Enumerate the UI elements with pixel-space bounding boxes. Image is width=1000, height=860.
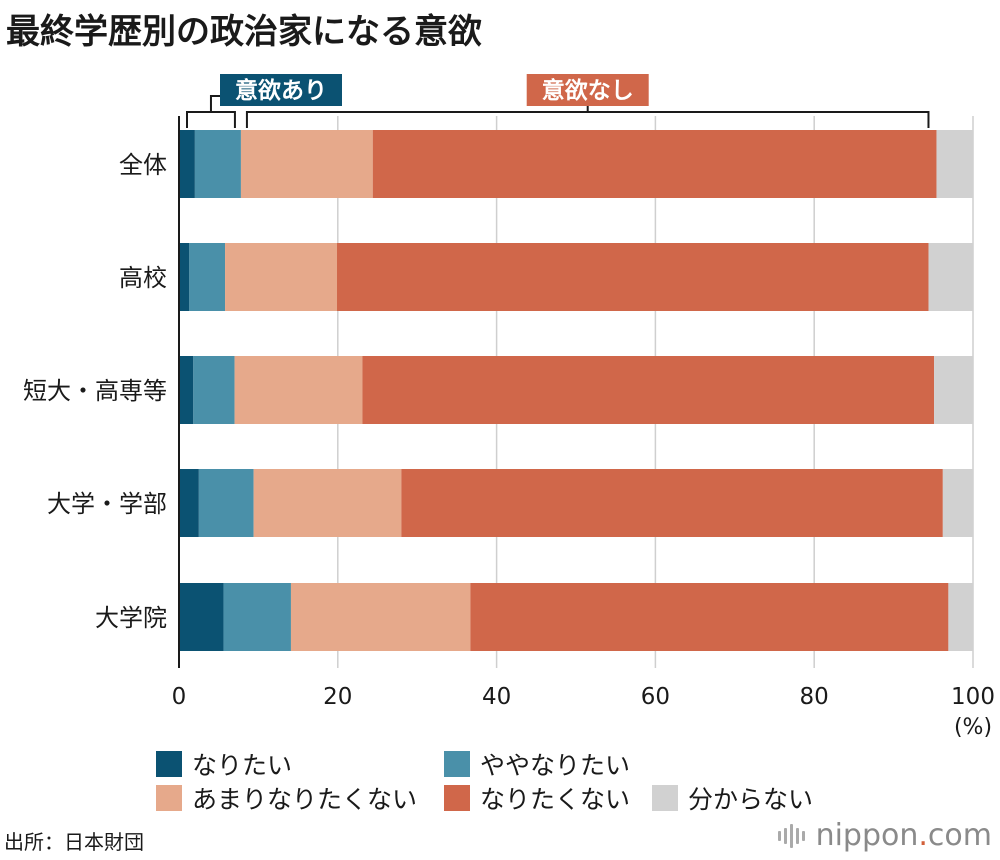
bar-dont-know-2 [934,356,973,424]
bar-dont-know-4 [948,583,973,651]
bar-dont-know-1 [928,243,973,311]
bar-want-2 [179,356,194,424]
x-tick-label-80: 80 [800,684,829,710]
category-label-3: 大学・学部 [47,490,167,518]
bar-want-0 [179,130,195,198]
bar-rather-not-1 [225,243,338,311]
logo-text-suffix: com [927,818,992,853]
x-tick-label-0: 0 [172,684,187,710]
tag-yes-label: 意欲あり [235,77,327,104]
bracket-yes [186,95,236,128]
chart-title: 最終学歴別の政治家になる意欲 [6,12,482,52]
category-label-2: 短大・高専等 [23,377,167,405]
x-tick-label-40: 40 [482,684,511,710]
category-label-4: 大学院 [95,604,167,632]
bar-not-want-3 [401,469,943,537]
tag-no-label: 意欲なし [542,77,634,104]
x-tick-label-60: 60 [641,684,670,710]
tag-yes-bg [220,74,342,106]
x-tick-label-100: 100 [951,684,995,710]
bar-not-want-2 [362,356,935,424]
nippon-logo: nippon. com [777,818,992,853]
bar-dont-know-0 [936,130,973,198]
logo-mark-icon [777,823,808,848]
bar-somewhat-want-2 [193,356,235,424]
category-label-1: 高校 [119,264,167,292]
bar-not-want-1 [337,243,929,311]
bar-want-1 [179,243,190,311]
tag-no-bg [526,74,649,106]
bar-not-want-4 [470,583,949,651]
bar-want-4 [179,583,224,651]
bar-rather-not-2 [234,356,363,424]
x-tick-label-20: 20 [323,684,352,710]
logo-text-prefix: nippon [815,818,919,853]
x-unit-label: (%) [954,715,992,740]
bar-somewhat-want-4 [223,583,291,651]
bar-not-want-0 [372,130,937,198]
group-brackets: 意欲あり 意欲なし [186,74,930,128]
category-label-0: 全体 [119,151,167,179]
logo-text-dot: . [918,818,928,853]
bar-somewhat-want-0 [194,130,241,198]
bar-somewhat-want-1 [189,243,226,311]
bar-rather-not-0 [240,130,373,198]
bar-rather-not-4 [290,583,471,651]
bars [179,130,973,651]
bar-somewhat-want-3 [198,469,254,537]
bar-want-3 [179,469,199,537]
source-note: 出所：日本財団 [4,830,144,854]
bar-rather-not-3 [253,469,402,537]
bar-dont-know-3 [942,469,973,537]
bracket-no [245,104,930,128]
